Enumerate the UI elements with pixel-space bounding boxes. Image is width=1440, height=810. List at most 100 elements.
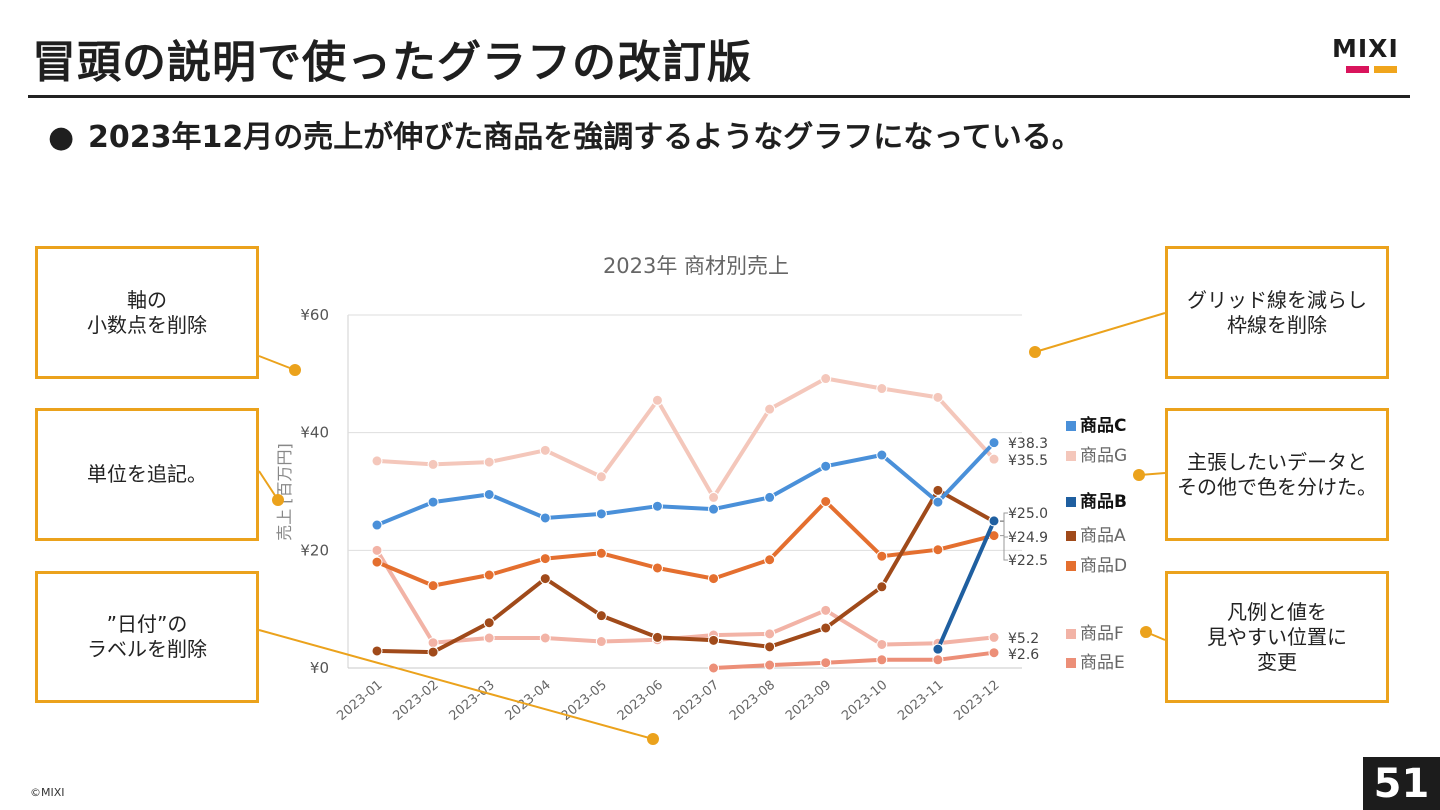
x-tick-labels: 2023-01 2023-02 2023-03 2023-04 2023-05 2023-… bbox=[334, 678, 1002, 724]
callout-connector bbox=[258, 355, 296, 371]
series-lines bbox=[371, 373, 1000, 674]
x-tick-label: 2023-08 bbox=[727, 678, 778, 724]
callout-gridlines: グリッド線を減らし 枠線を削除 bbox=[1165, 246, 1389, 379]
callout-dot bbox=[289, 364, 301, 376]
logo-text: MIXI bbox=[1332, 34, 1399, 63]
y-axis-label: 売上 [百万円] bbox=[275, 443, 294, 541]
data-point bbox=[764, 403, 776, 415]
data-point bbox=[708, 634, 720, 646]
mixi-logo: MIXI bbox=[1332, 36, 1412, 74]
end-value-label: ¥35.5 bbox=[1008, 453, 1048, 469]
legend-label: 商品F bbox=[1080, 624, 1124, 644]
data-point bbox=[708, 629, 720, 641]
logo-bar-pink bbox=[1346, 66, 1369, 73]
bullet-icon: ● bbox=[48, 120, 75, 155]
data-point bbox=[708, 491, 720, 503]
legend-label: 商品D bbox=[1080, 556, 1127, 576]
end-value-label: ¥24.9 bbox=[1008, 530, 1048, 546]
data-point bbox=[876, 550, 888, 562]
x-tick-label: 2023-09 bbox=[783, 678, 834, 724]
data-point bbox=[708, 662, 720, 674]
data-point bbox=[876, 654, 888, 666]
x-tick-label: 2023-06 bbox=[615, 678, 666, 724]
callout-dot bbox=[647, 733, 659, 745]
legend-swatch bbox=[1066, 531, 1076, 541]
data-point bbox=[876, 449, 888, 461]
legend-swatch bbox=[1066, 497, 1076, 507]
callout-dot bbox=[272, 494, 284, 506]
data-point bbox=[539, 444, 551, 456]
bullet-text: 2023年12月の売上が伸びた商品を強調するようなグラフになっている。 bbox=[88, 120, 1082, 155]
end-value-label: ¥2.6 bbox=[1008, 647, 1039, 663]
data-point bbox=[651, 394, 663, 406]
series-line bbox=[375, 499, 996, 588]
data-point bbox=[539, 573, 551, 585]
data-point bbox=[371, 556, 383, 568]
data-point bbox=[427, 458, 439, 470]
callout-axis-decimal: 軸の 小数点を削除 bbox=[35, 246, 259, 379]
end-value-label: ¥22.5 bbox=[1008, 553, 1048, 569]
data-point bbox=[595, 610, 607, 622]
data-point bbox=[651, 562, 663, 574]
legend-swatch bbox=[1066, 658, 1076, 668]
data-point bbox=[371, 544, 383, 556]
value-leader-line bbox=[1000, 535, 1008, 561]
data-point bbox=[483, 456, 495, 468]
data-point bbox=[820, 622, 832, 634]
data-point bbox=[595, 636, 607, 648]
y-tick-label: ¥60 bbox=[300, 306, 329, 324]
title-divider bbox=[28, 95, 1410, 98]
data-point bbox=[651, 634, 663, 646]
data-point bbox=[988, 515, 1000, 527]
data-point bbox=[932, 391, 944, 403]
data-point bbox=[876, 383, 888, 395]
bullet-point: ● 2023年12月の売上が伸びた商品を強調するようなグラフになっている。 bbox=[48, 112, 1082, 156]
data-point bbox=[708, 573, 720, 585]
data-point bbox=[427, 580, 439, 592]
legend-swatch bbox=[1066, 561, 1076, 571]
x-tick-label: 2023-03 bbox=[446, 678, 497, 724]
data-point bbox=[595, 547, 607, 559]
series-line bbox=[935, 518, 996, 652]
x-tick-label: 2023-07 bbox=[671, 678, 722, 724]
y-tick-label: ¥20 bbox=[300, 541, 329, 559]
legend-swatch bbox=[1066, 451, 1076, 461]
callout-date-label: ”日付”の ラベルを削除 bbox=[35, 571, 259, 703]
data-point bbox=[820, 460, 832, 472]
callout-connector bbox=[258, 629, 654, 740]
x-tick-label: 2023-05 bbox=[559, 678, 610, 724]
data-point bbox=[371, 645, 383, 657]
data-point bbox=[932, 544, 944, 556]
data-point bbox=[371, 519, 383, 531]
x-tick-label: 2023-02 bbox=[390, 678, 441, 724]
value-leader-line bbox=[1000, 521, 1008, 538]
data-point bbox=[427, 646, 439, 658]
data-point bbox=[764, 641, 776, 653]
callout-connectors bbox=[258, 312, 1166, 745]
series-line bbox=[711, 650, 996, 670]
data-point bbox=[764, 554, 776, 566]
y-tick-label: ¥40 bbox=[300, 424, 329, 442]
data-point bbox=[539, 632, 551, 644]
end-value-label: ¥38.3 bbox=[1008, 436, 1048, 452]
x-tick-label: 2023-01 bbox=[334, 678, 385, 724]
page-number: 51 bbox=[1363, 757, 1440, 810]
legend-label: 商品A bbox=[1080, 526, 1126, 546]
data-point bbox=[764, 491, 776, 503]
slide-title: 冒頭の説明で使ったグラフの改訂版 bbox=[32, 37, 752, 88]
series-line bbox=[375, 488, 996, 655]
data-point bbox=[820, 496, 832, 508]
y-tick-label: ¥0 bbox=[310, 659, 329, 677]
data-point bbox=[932, 643, 944, 655]
legend-swatch bbox=[1066, 421, 1076, 431]
callout-connector bbox=[1034, 312, 1166, 353]
x-tick-label: 2023-04 bbox=[503, 678, 554, 724]
series-line bbox=[375, 440, 996, 527]
data-point bbox=[988, 453, 1000, 465]
callout-unit: 単位を追記。 bbox=[35, 408, 259, 541]
y-tick-labels: ¥0 ¥20 ¥40 ¥60 bbox=[300, 306, 329, 677]
data-point bbox=[820, 604, 832, 616]
callout-dot bbox=[1029, 346, 1041, 358]
callout-legend: 凡例と値を 見やすい位置に 変更 bbox=[1165, 571, 1389, 703]
callout-connector bbox=[1145, 631, 1166, 641]
